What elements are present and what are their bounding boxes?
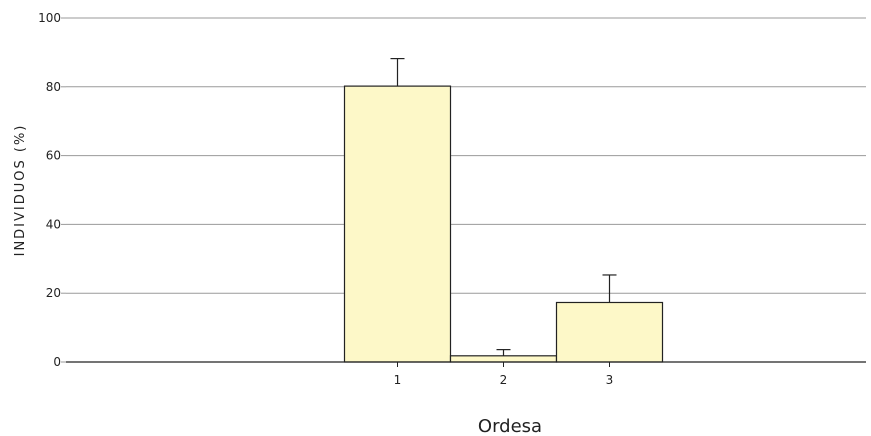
x-axis-title: Ordesa xyxy=(478,416,542,436)
bar-2 xyxy=(449,355,558,363)
bars xyxy=(343,85,664,363)
y-tick-label: 40 xyxy=(46,217,61,231)
grid-lines xyxy=(61,17,866,363)
x-tick-label-2: 2 xyxy=(500,373,508,387)
bar-3 xyxy=(555,301,664,363)
x-tick-label-1: 1 xyxy=(394,373,402,387)
y-tick-label: 20 xyxy=(46,286,61,300)
y-tick-label: 60 xyxy=(46,149,61,163)
y-tick-label: 80 xyxy=(46,80,61,94)
y-tick-label: 0 xyxy=(53,355,61,369)
x-tick-labels: 1 2 3 xyxy=(394,362,614,387)
y-tick-label: 100 xyxy=(38,11,61,25)
bar-1 xyxy=(343,85,452,363)
error-bars xyxy=(390,57,617,356)
y-tick-labels: 0 20 40 60 80 100 xyxy=(38,11,61,369)
y-axis-title: INDIVIDUOS (%) xyxy=(13,124,28,257)
x-tick-label-3: 3 xyxy=(606,373,614,387)
